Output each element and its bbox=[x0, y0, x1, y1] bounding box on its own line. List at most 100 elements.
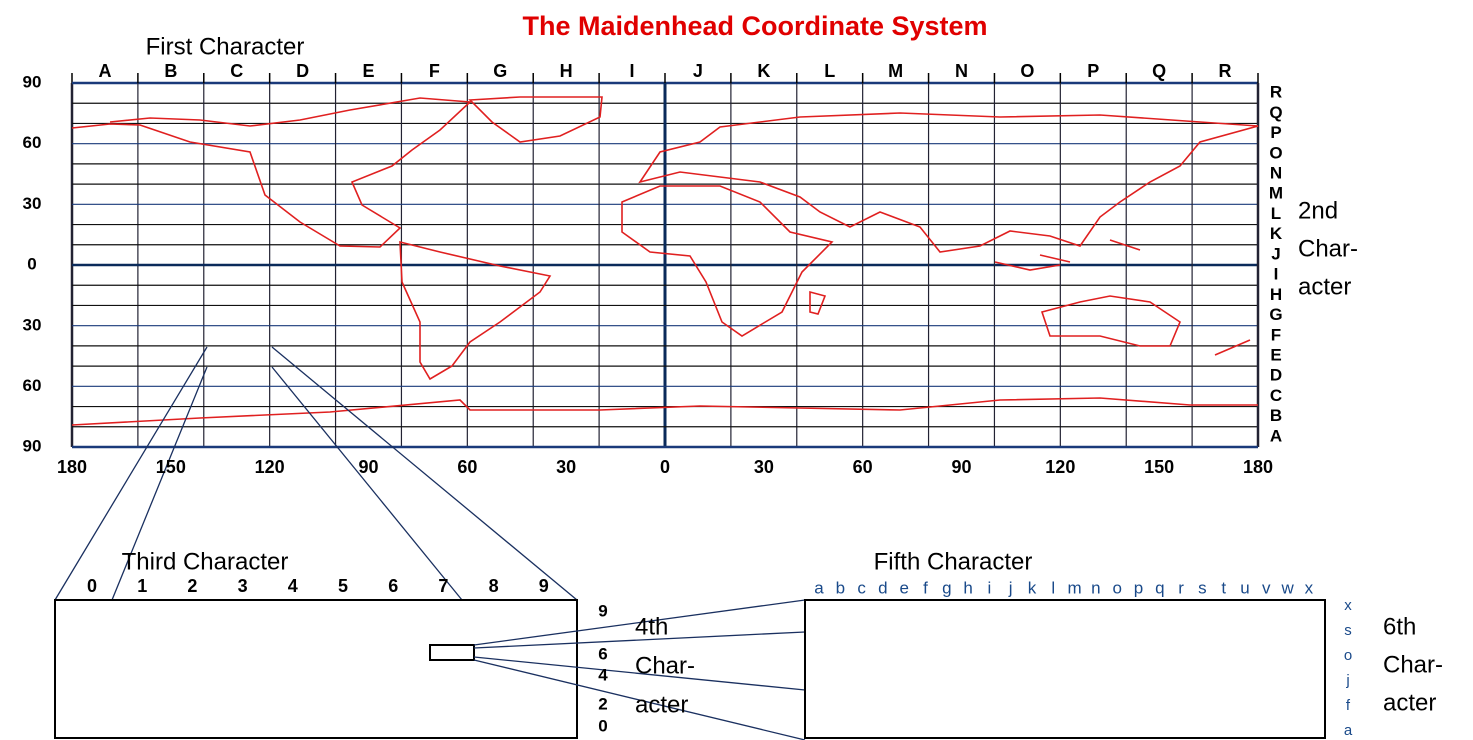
third-character-digit: 3 bbox=[238, 576, 248, 596]
latitude-label: 30 bbox=[23, 315, 42, 334]
fifth-character-letter: p bbox=[1134, 578, 1143, 597]
sixth-character-letter: o bbox=[1344, 647, 1352, 664]
longitude-label: 180 bbox=[57, 457, 87, 477]
first-character-letter: E bbox=[362, 61, 374, 81]
second-character-letter: B bbox=[1270, 406, 1282, 425]
longitude-label: 120 bbox=[1045, 457, 1075, 477]
first-character-letter: G bbox=[493, 61, 507, 81]
longitude-label: 180 bbox=[1243, 457, 1273, 477]
sixth-character-label: Char- bbox=[1383, 651, 1443, 678]
antarctica bbox=[71, 397, 1258, 426]
australia bbox=[1040, 295, 1181, 347]
fifth-character-letter: k bbox=[1028, 578, 1037, 597]
south-america bbox=[399, 240, 552, 381]
zoom-line bbox=[473, 599, 806, 646]
fifth-character-letter: g bbox=[942, 578, 951, 597]
third-character-digit: 7 bbox=[438, 576, 448, 596]
first-character-letter: C bbox=[230, 61, 243, 81]
second-character-letter: M bbox=[1269, 184, 1283, 203]
second-character-label: acter bbox=[1298, 273, 1351, 300]
fifth-character-letter: u bbox=[1240, 578, 1249, 597]
longitude-label: 150 bbox=[156, 457, 186, 477]
second-character-letter: G bbox=[1269, 305, 1282, 324]
first-character-letter: H bbox=[560, 61, 573, 81]
sixth-character-letter: x bbox=[1344, 597, 1352, 614]
first-character-label: First Character bbox=[146, 33, 305, 60]
fifth-character-letter: m bbox=[1068, 578, 1082, 597]
first-character-letter: D bbox=[296, 61, 309, 81]
latitude-label: 90 bbox=[23, 437, 42, 456]
zoom-line bbox=[271, 346, 578, 601]
zoom-line bbox=[473, 659, 806, 740]
islands bbox=[809, 239, 1251, 356]
fourth-character-digit: 4 bbox=[598, 665, 608, 684]
first-character-letter: Q bbox=[1152, 61, 1166, 81]
title: The Maidenhead Coordinate System bbox=[522, 11, 987, 41]
latitude-label: 30 bbox=[23, 194, 42, 213]
fourth-character-digit: 6 bbox=[598, 644, 607, 663]
fifth-character-letter: t bbox=[1221, 578, 1226, 597]
second-character-letter: L bbox=[1271, 204, 1281, 223]
fifth-character-letter: a bbox=[814, 578, 824, 597]
fifth-character-letter: n bbox=[1091, 578, 1100, 597]
fourth-character-digit: 2 bbox=[598, 694, 607, 713]
third-character-digit: 5 bbox=[338, 576, 348, 596]
latitude-label: 60 bbox=[23, 376, 42, 395]
second-character-letter: P bbox=[1270, 123, 1281, 142]
second-character-letter: R bbox=[1270, 83, 1282, 102]
first-character-letter: L bbox=[824, 61, 835, 81]
second-character-letter: N bbox=[1270, 163, 1282, 182]
greenland bbox=[468, 96, 603, 143]
fifth-character-letter: f bbox=[923, 578, 928, 597]
fourth-character-label: acter bbox=[635, 691, 688, 718]
sixth-character-label: 6th bbox=[1383, 613, 1416, 640]
first-character-letter: J bbox=[693, 61, 703, 81]
second-character-letter: I bbox=[1274, 265, 1279, 284]
second-character-letter: D bbox=[1270, 366, 1282, 385]
fifth-character-letter: v bbox=[1262, 578, 1271, 597]
fifth-character-letter: s bbox=[1198, 578, 1207, 597]
fifth-character-letter: j bbox=[1008, 578, 1013, 597]
first-character-letter: A bbox=[98, 61, 111, 81]
third-character-digit: 6 bbox=[388, 576, 398, 596]
first-character-letter: I bbox=[630, 61, 635, 81]
fifth-character-letter: d bbox=[878, 578, 887, 597]
zoom-lines bbox=[54, 346, 1326, 740]
second-character-letter: A bbox=[1270, 426, 1282, 445]
third-character-label: Third Character bbox=[122, 548, 289, 575]
second-character-letter: E bbox=[1270, 345, 1281, 364]
map-grid bbox=[70, 73, 1260, 449]
longitude-label: 30 bbox=[556, 457, 576, 477]
second-character-label: 2nd bbox=[1298, 197, 1338, 224]
fourth-character-digit: 0 bbox=[598, 716, 607, 735]
first-character-letter: M bbox=[888, 61, 903, 81]
third-character-box bbox=[54, 599, 578, 739]
sixth-character-letter: f bbox=[1346, 697, 1351, 714]
longitude-label: 120 bbox=[255, 457, 285, 477]
fourth-character-cell bbox=[429, 644, 475, 661]
zoom-line bbox=[473, 631, 806, 649]
zoom-line bbox=[473, 656, 806, 691]
africa bbox=[621, 185, 834, 337]
first-character-letter: K bbox=[757, 61, 770, 81]
first-character-letter: B bbox=[164, 61, 177, 81]
fifth-character-box bbox=[804, 599, 1326, 739]
second-character-letter: H bbox=[1270, 285, 1282, 304]
sixth-character-letter: a bbox=[1344, 722, 1353, 739]
fifth-character-letter: x bbox=[1305, 578, 1314, 597]
fifth-character-letter: r bbox=[1178, 578, 1184, 597]
fifth-character-letter: b bbox=[836, 578, 845, 597]
first-character-letter: R bbox=[1219, 61, 1232, 81]
first-character-letter: P bbox=[1087, 61, 1099, 81]
fifth-character-letter: w bbox=[1280, 578, 1294, 597]
fifth-character-letter: q bbox=[1155, 578, 1164, 597]
north-america bbox=[71, 97, 472, 248]
third-character-digit: 2 bbox=[187, 576, 197, 596]
longitude-label: 90 bbox=[951, 457, 971, 477]
first-character-letter: N bbox=[955, 61, 968, 81]
continents bbox=[71, 96, 1259, 426]
sixth-character-label: acter bbox=[1383, 689, 1436, 716]
fifth-character-letter: e bbox=[899, 578, 908, 597]
second-character-letter: J bbox=[1271, 244, 1280, 263]
zoom-line bbox=[271, 366, 463, 601]
